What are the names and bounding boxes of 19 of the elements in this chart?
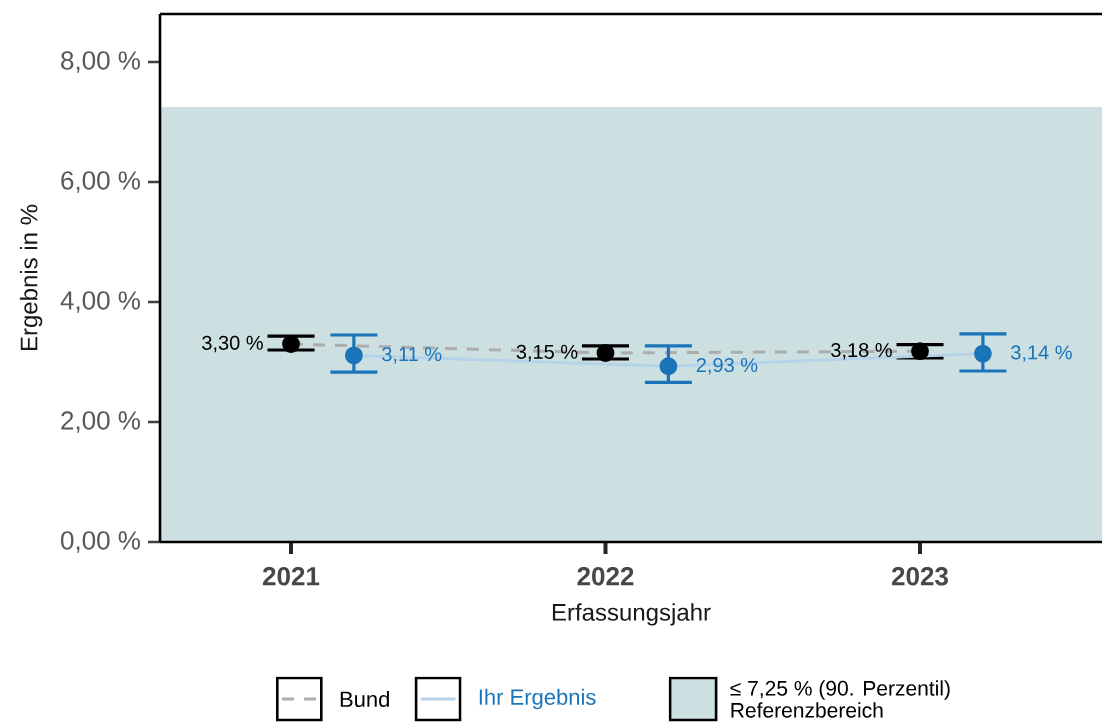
y-tick-label: 4,00 % — [60, 291, 140, 313]
y-axis-title: Ergebnis in % — [19, 204, 43, 351]
x-axis-title: Erfassungsjahr — [552, 603, 711, 626]
y-tick-label: 8,00 % — [61, 51, 140, 73]
legend-label: Ihr Ergebnis — [479, 688, 596, 710]
data-label: 3,30 % — [202, 335, 263, 353]
x-tick-label: 2023 — [891, 567, 948, 586]
legend-label: Bund — [340, 690, 389, 708]
data-label: 3,18 % — [831, 342, 892, 360]
y-tick-label: 2,00 % — [61, 411, 140, 433]
data-label: 3,11 % — [382, 347, 442, 364]
y-tick-label: 6,00 % — [61, 171, 140, 193]
y-tick-label: 0,00 % — [60, 531, 140, 553]
data-label: 3,14 % — [1011, 345, 1072, 362]
x-tick-label: 2022 — [577, 567, 634, 586]
data-label: 3,15 % — [516, 344, 578, 362]
data-label: 2,93 % — [696, 357, 758, 375]
x-tick-label: 2021 — [262, 567, 320, 586]
legend-label: ≤ 7,25 % (90. Perzentil) Referenzbereich — [730, 680, 950, 718]
